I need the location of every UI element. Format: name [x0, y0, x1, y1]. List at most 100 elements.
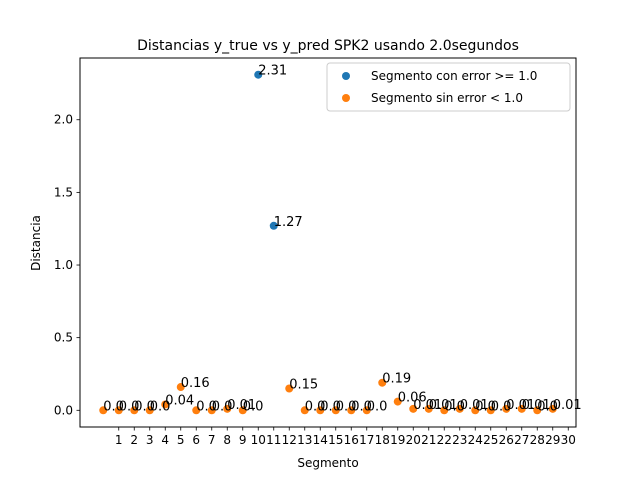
data-label: 0.19 — [382, 372, 411, 387]
x-tick-label: 24 — [468, 433, 483, 447]
data-label: 0.01 — [413, 398, 442, 413]
no-error-point — [533, 406, 542, 415]
no-error-point — [455, 404, 464, 413]
no-error-point — [548, 404, 557, 413]
data-label: 0.04 — [165, 393, 194, 408]
no-error-point — [486, 406, 495, 415]
data-label: 0.0 — [444, 399, 465, 414]
no-error-point — [393, 397, 402, 406]
x-tick-label: 19 — [390, 433, 405, 447]
no-error-point — [409, 404, 418, 413]
no-error-point — [285, 384, 294, 393]
data-label: 0.0 — [336, 399, 357, 414]
no-error-point — [316, 406, 325, 415]
no-error-point — [362, 406, 371, 415]
x-tick-label: 17 — [359, 433, 374, 447]
x-tick-label: 16 — [344, 433, 359, 447]
x-tick-label: 3 — [146, 433, 154, 447]
x-tick-label: 4 — [161, 433, 169, 447]
data-label: 0.01 — [460, 398, 489, 413]
x-tick-label: 20 — [406, 433, 421, 447]
x-tick-label: 9 — [239, 433, 247, 447]
y-tick-label: 2.0 — [54, 113, 73, 127]
x-tick-label: 18 — [375, 433, 390, 447]
x-tick-label: 28 — [530, 433, 545, 447]
no-error-point — [223, 404, 232, 413]
no-error-point — [347, 406, 356, 415]
x-tick-label: 7 — [208, 433, 216, 447]
x-tick-label: 2 — [130, 433, 138, 447]
no-error-point — [238, 406, 247, 415]
data-label: 0.0 — [119, 399, 140, 414]
legend-box — [326, 62, 571, 112]
no-error-point — [440, 406, 449, 415]
x-axis: 1 2 3 4 5 6 7 8 9 10 11 12 13 14 15 16 17 18 19 20 21 22 23 24 2… — [115, 427, 576, 447]
no-error-point — [176, 383, 185, 392]
data-label: 0.0 — [320, 399, 341, 414]
data-label: 0.0 — [243, 399, 264, 414]
data-label: 0.16 — [181, 376, 210, 391]
data-label: 0.0 — [351, 399, 372, 414]
chart-title: Distancias y_true vs y_pred SPK2 usando … — [137, 38, 519, 54]
no-error-point — [207, 406, 216, 415]
data-label: 0.0 — [367, 399, 388, 414]
error-point — [254, 70, 263, 79]
plot-area: 1 2 3 4 5 6 7 8 9 10 11 12 13 14 15 16 17 18 19 20 21 22 23 24 2… — [54, 57, 582, 447]
x-tick-label: 13 — [297, 433, 312, 447]
data-label: 0.0 — [212, 399, 233, 414]
data-label: 0.0 — [537, 399, 558, 414]
no-error-point — [424, 404, 433, 413]
legend-items: Segmento con error >= 1.0 Segmento sin er… — [342, 69, 537, 105]
x-tick-label: 5 — [177, 433, 185, 447]
data-label: 1.27 — [274, 215, 303, 230]
no-error-point — [502, 404, 511, 413]
data-labels: 2.311.270.00.00.00.00.040.160.00.00.010.… — [103, 64, 581, 415]
x-tick-label: 14 — [313, 433, 328, 447]
x-tick-label: 26 — [499, 433, 514, 447]
x-tick-label: 27 — [514, 433, 529, 447]
data-label: 0.15 — [289, 378, 318, 393]
x-axis-label: Segmento — [297, 456, 358, 470]
data-label: 0.01 — [522, 398, 551, 413]
x-tick-label: 11 — [266, 433, 281, 447]
data-label: 0.01 — [227, 398, 256, 413]
x-tick-label: 12 — [282, 433, 297, 447]
x-tick-label: 29 — [545, 433, 560, 447]
error-point — [269, 221, 278, 230]
legend-marker — [342, 94, 350, 102]
x-tick-label: 10 — [251, 433, 266, 447]
no-error-point — [130, 406, 139, 415]
x-tick-label: 6 — [192, 433, 200, 447]
data-label: 0.0 — [475, 399, 496, 414]
data-points — [99, 70, 557, 415]
x-tick-label: 1 — [115, 433, 123, 447]
no-error-point — [300, 406, 309, 415]
y-tick-label: 1.0 — [54, 258, 73, 272]
no-error-point — [114, 406, 123, 415]
y-axis: 0.0 0.5 1.0 1.5 2.0 — [54, 113, 80, 417]
data-label: 0.01 — [506, 398, 535, 413]
data-label: 0.06 — [398, 391, 427, 406]
plot-frame — [79, 57, 577, 428]
legend-marker — [342, 72, 350, 80]
no-error-point — [99, 406, 108, 415]
no-error-point — [161, 400, 170, 409]
no-error-point — [517, 404, 526, 413]
no-error-point — [145, 406, 154, 415]
data-label: 0.01 — [553, 398, 582, 413]
x-tick-label: 22 — [437, 433, 452, 447]
no-error-point — [331, 406, 340, 415]
x-tick-label: 15 — [328, 433, 343, 447]
data-label: 0.0 — [196, 399, 217, 414]
no-error-point — [471, 406, 480, 415]
legend-label: Segmento sin error < 1.0 — [371, 91, 523, 105]
x-tick-label: 23 — [452, 433, 467, 447]
data-label: 2.31 — [258, 64, 287, 79]
data-label: 0.0 — [150, 399, 171, 414]
data-label: 0.0 — [305, 399, 326, 414]
data-label: 0.0 — [491, 399, 512, 414]
x-tick-label: 30 — [561, 433, 576, 447]
data-label: 0.0 — [103, 399, 124, 414]
